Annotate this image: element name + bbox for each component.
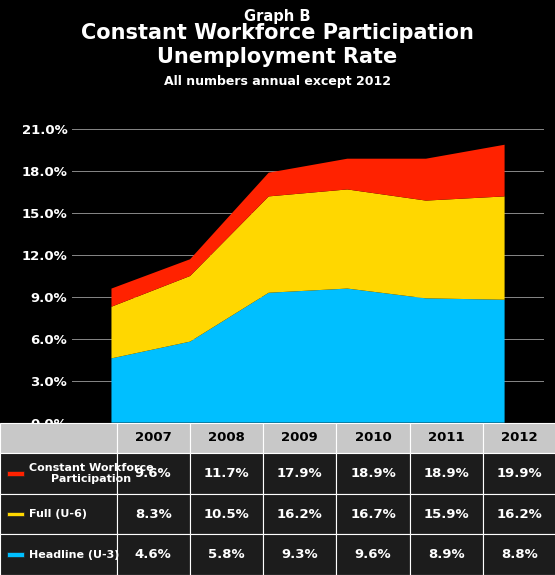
Bar bbox=[7, 512, 24, 516]
Text: 11.7%: 11.7% bbox=[204, 467, 249, 480]
Text: Headline (U-3): Headline (U-3) bbox=[29, 550, 119, 559]
Text: 19.9%: 19.9% bbox=[497, 467, 542, 480]
Bar bbox=[483, 534, 555, 575]
Bar bbox=[117, 534, 190, 575]
Text: 2007: 2007 bbox=[135, 431, 171, 444]
Bar bbox=[0, 534, 117, 575]
Text: Graph B: Graph B bbox=[244, 9, 311, 24]
Bar bbox=[0, 423, 117, 453]
Text: 9.6%: 9.6% bbox=[135, 467, 171, 480]
Text: 9.6%: 9.6% bbox=[355, 548, 391, 561]
Text: 16.7%: 16.7% bbox=[350, 508, 396, 520]
Bar bbox=[0, 453, 117, 494]
Text: Constant Workforce Participation
Unemployment Rate: Constant Workforce Participation Unemplo… bbox=[81, 23, 474, 67]
Text: Constant Workforce
Participation: Constant Workforce Participation bbox=[29, 463, 154, 484]
Text: 2010: 2010 bbox=[355, 431, 391, 444]
Text: 15.9%: 15.9% bbox=[423, 508, 469, 520]
Text: 18.9%: 18.9% bbox=[423, 467, 469, 480]
Text: 8.8%: 8.8% bbox=[501, 548, 538, 561]
Text: 2009: 2009 bbox=[281, 431, 318, 444]
Text: 18.9%: 18.9% bbox=[350, 467, 396, 480]
Bar bbox=[190, 494, 263, 534]
Text: 8.9%: 8.9% bbox=[428, 548, 465, 561]
Bar bbox=[117, 423, 190, 453]
Text: 5.8%: 5.8% bbox=[208, 548, 245, 561]
Bar bbox=[410, 494, 483, 534]
Bar bbox=[336, 453, 410, 494]
Bar bbox=[263, 423, 336, 453]
Text: Full (U-6): Full (U-6) bbox=[29, 509, 87, 519]
Bar bbox=[0, 494, 117, 534]
Bar bbox=[263, 494, 336, 534]
Bar bbox=[7, 471, 24, 476]
Text: 16.2%: 16.2% bbox=[497, 508, 542, 520]
Bar bbox=[410, 423, 483, 453]
Bar bbox=[117, 494, 190, 534]
Bar bbox=[190, 534, 263, 575]
Bar bbox=[190, 453, 263, 494]
Bar bbox=[263, 453, 336, 494]
Bar bbox=[7, 552, 24, 557]
Bar bbox=[190, 423, 263, 453]
Bar bbox=[410, 453, 483, 494]
Text: 16.2%: 16.2% bbox=[277, 508, 322, 520]
Text: 2011: 2011 bbox=[428, 431, 465, 444]
Text: 2008: 2008 bbox=[208, 431, 245, 444]
Bar bbox=[336, 494, 410, 534]
Text: 10.5%: 10.5% bbox=[204, 508, 249, 520]
Text: 2012: 2012 bbox=[501, 431, 538, 444]
Text: 8.3%: 8.3% bbox=[135, 508, 171, 520]
Text: All numbers annual except 2012: All numbers annual except 2012 bbox=[164, 75, 391, 88]
Bar bbox=[336, 423, 410, 453]
Bar bbox=[263, 534, 336, 575]
Bar bbox=[117, 453, 190, 494]
Bar bbox=[483, 423, 555, 453]
Text: 4.6%: 4.6% bbox=[135, 548, 171, 561]
Text: 17.9%: 17.9% bbox=[277, 467, 322, 480]
Bar bbox=[410, 534, 483, 575]
Bar bbox=[483, 453, 555, 494]
Bar bbox=[483, 494, 555, 534]
Text: 9.3%: 9.3% bbox=[281, 548, 318, 561]
Bar bbox=[336, 534, 410, 575]
